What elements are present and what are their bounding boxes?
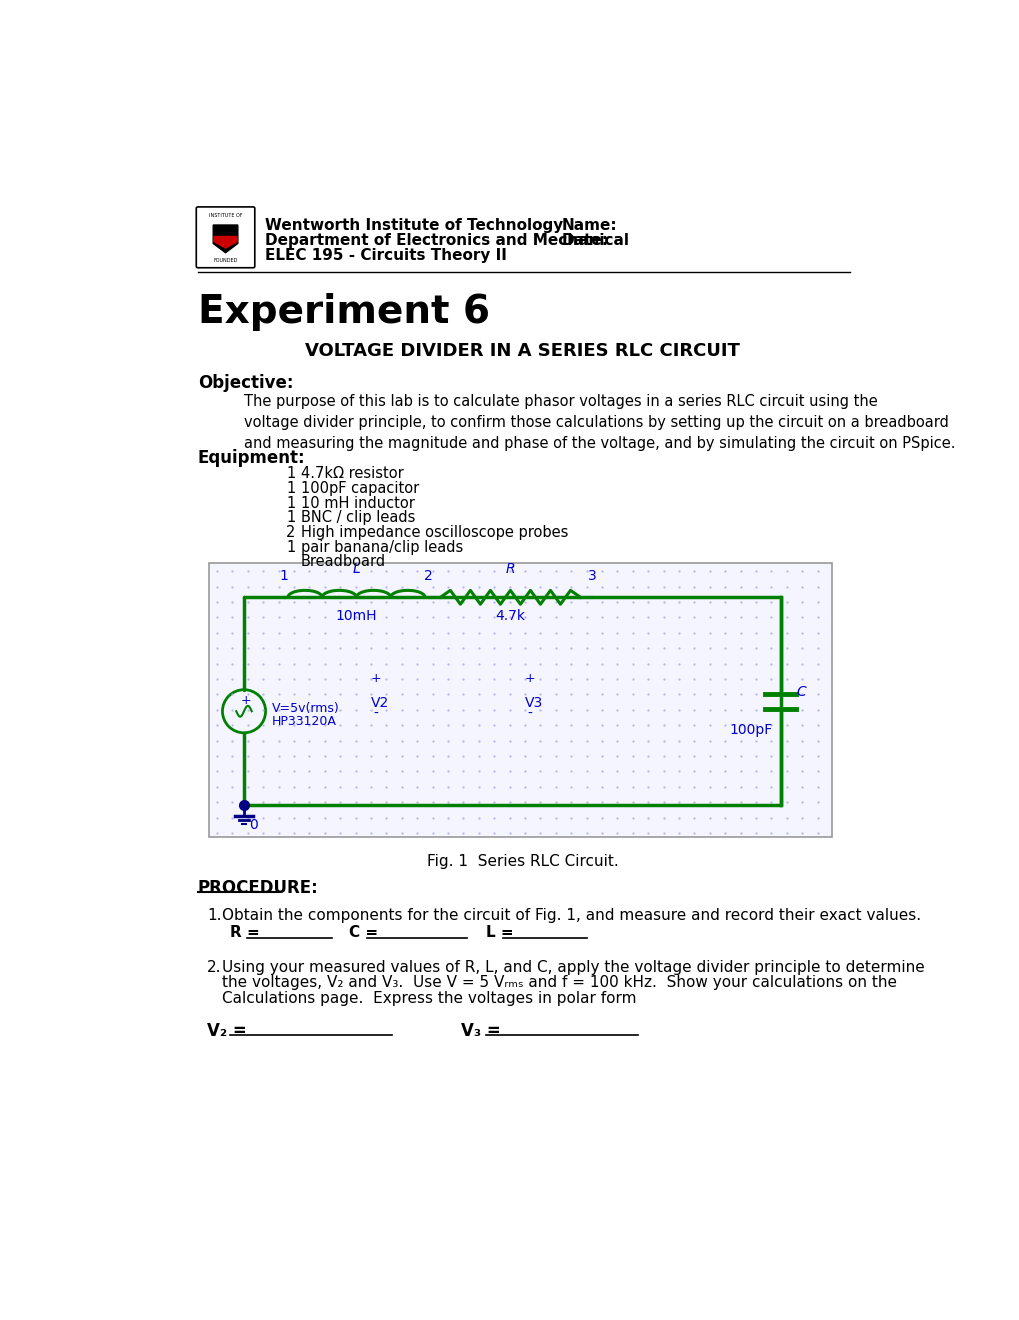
Text: V₂ =: V₂ = (207, 1022, 247, 1040)
Text: 1: 1 (286, 511, 296, 525)
Text: L: L (353, 562, 360, 576)
Text: Objective:: Objective: (198, 374, 293, 392)
Text: C =: C = (350, 925, 383, 940)
Text: 3: 3 (587, 569, 596, 583)
Text: Obtain the components for the circuit of Fig. 1, and measure and record their ex: Obtain the components for the circuit of… (222, 908, 921, 924)
Text: FOUNDED: FOUNDED (213, 259, 237, 263)
Text: 1: 1 (286, 540, 296, 554)
Text: 10 mH inductor: 10 mH inductor (301, 496, 415, 511)
Text: 1: 1 (286, 496, 296, 511)
Text: L =: L = (485, 925, 518, 940)
Text: BNC / clip leads: BNC / clip leads (301, 511, 415, 525)
Text: 2: 2 (424, 569, 433, 583)
Text: -: - (373, 706, 378, 721)
Text: 100pF: 100pF (729, 723, 772, 737)
Text: +: + (370, 672, 381, 685)
Text: Fig. 1  Series RLC Circuit.: Fig. 1 Series RLC Circuit. (427, 854, 618, 869)
Text: 1: 1 (286, 480, 296, 496)
Text: VOLTAGE DIVIDER IN A SERIES RLC CIRCUIT: VOLTAGE DIVIDER IN A SERIES RLC CIRCUIT (305, 342, 740, 359)
Text: V₃ =: V₃ = (461, 1022, 500, 1040)
Text: 100pF capacitor: 100pF capacitor (301, 480, 419, 496)
Text: 2: 2 (286, 525, 296, 540)
Text: V2: V2 (370, 696, 388, 710)
Text: pair banana/clip leads: pair banana/clip leads (301, 540, 463, 554)
Text: ELEC 195 - Circuits Theory II: ELEC 195 - Circuits Theory II (265, 248, 506, 263)
Text: Name:: Name: (560, 218, 616, 234)
Text: +: + (524, 672, 535, 685)
Text: 10mH: 10mH (335, 609, 377, 623)
Text: HP33120A: HP33120A (271, 715, 336, 729)
Text: 1.: 1. (207, 908, 221, 924)
Text: R =: R = (230, 925, 265, 940)
Text: Department of Electronics and Mechanical: Department of Electronics and Mechanical (265, 234, 628, 248)
Text: +: + (240, 694, 251, 708)
Text: 1: 1 (286, 466, 296, 482)
Text: 4.7k: 4.7k (495, 609, 525, 623)
Text: Breadboard: Breadboard (301, 554, 386, 569)
Text: Calculations page.  Express the voltages in polar form: Calculations page. Express the voltages … (222, 991, 636, 1006)
Text: Equipment:: Equipment: (198, 449, 305, 467)
Text: Experiment 6: Experiment 6 (198, 293, 489, 331)
Text: 1: 1 (279, 569, 288, 583)
Text: Wentworth Institute of Technology: Wentworth Institute of Technology (265, 218, 562, 234)
Text: PROCEDURE:: PROCEDURE: (198, 879, 318, 898)
Text: -: - (527, 706, 532, 721)
Bar (209, 564, 830, 837)
FancyBboxPatch shape (196, 207, 255, 268)
Text: 2.: 2. (207, 960, 221, 975)
Text: C: C (795, 685, 805, 700)
Text: INSTITUTE OF: INSTITUTE OF (209, 213, 243, 218)
Text: Date:: Date: (560, 234, 607, 248)
Text: High impedance oscilloscope probes: High impedance oscilloscope probes (301, 525, 568, 540)
Text: V3: V3 (524, 696, 542, 710)
Text: The purpose of this lab is to calculate phasor voltages in a series RLC circuit : The purpose of this lab is to calculate … (244, 395, 955, 451)
Text: 0: 0 (249, 817, 257, 832)
Text: 4.7kΩ resistor: 4.7kΩ resistor (301, 466, 404, 482)
Text: R: R (505, 562, 515, 576)
Polygon shape (213, 236, 237, 249)
Text: Using your measured values of R, L, and C, apply the voltage divider principle t: Using your measured values of R, L, and … (222, 960, 924, 975)
Polygon shape (213, 224, 237, 252)
Text: V=5v(rms): V=5v(rms) (271, 702, 339, 715)
Text: the voltages, V₂ and V₃.  Use V = 5 Vᵣₘₛ and f = 100 kHz.  Show your calculation: the voltages, V₂ and V₃. Use V = 5 Vᵣₘₛ … (222, 975, 897, 990)
